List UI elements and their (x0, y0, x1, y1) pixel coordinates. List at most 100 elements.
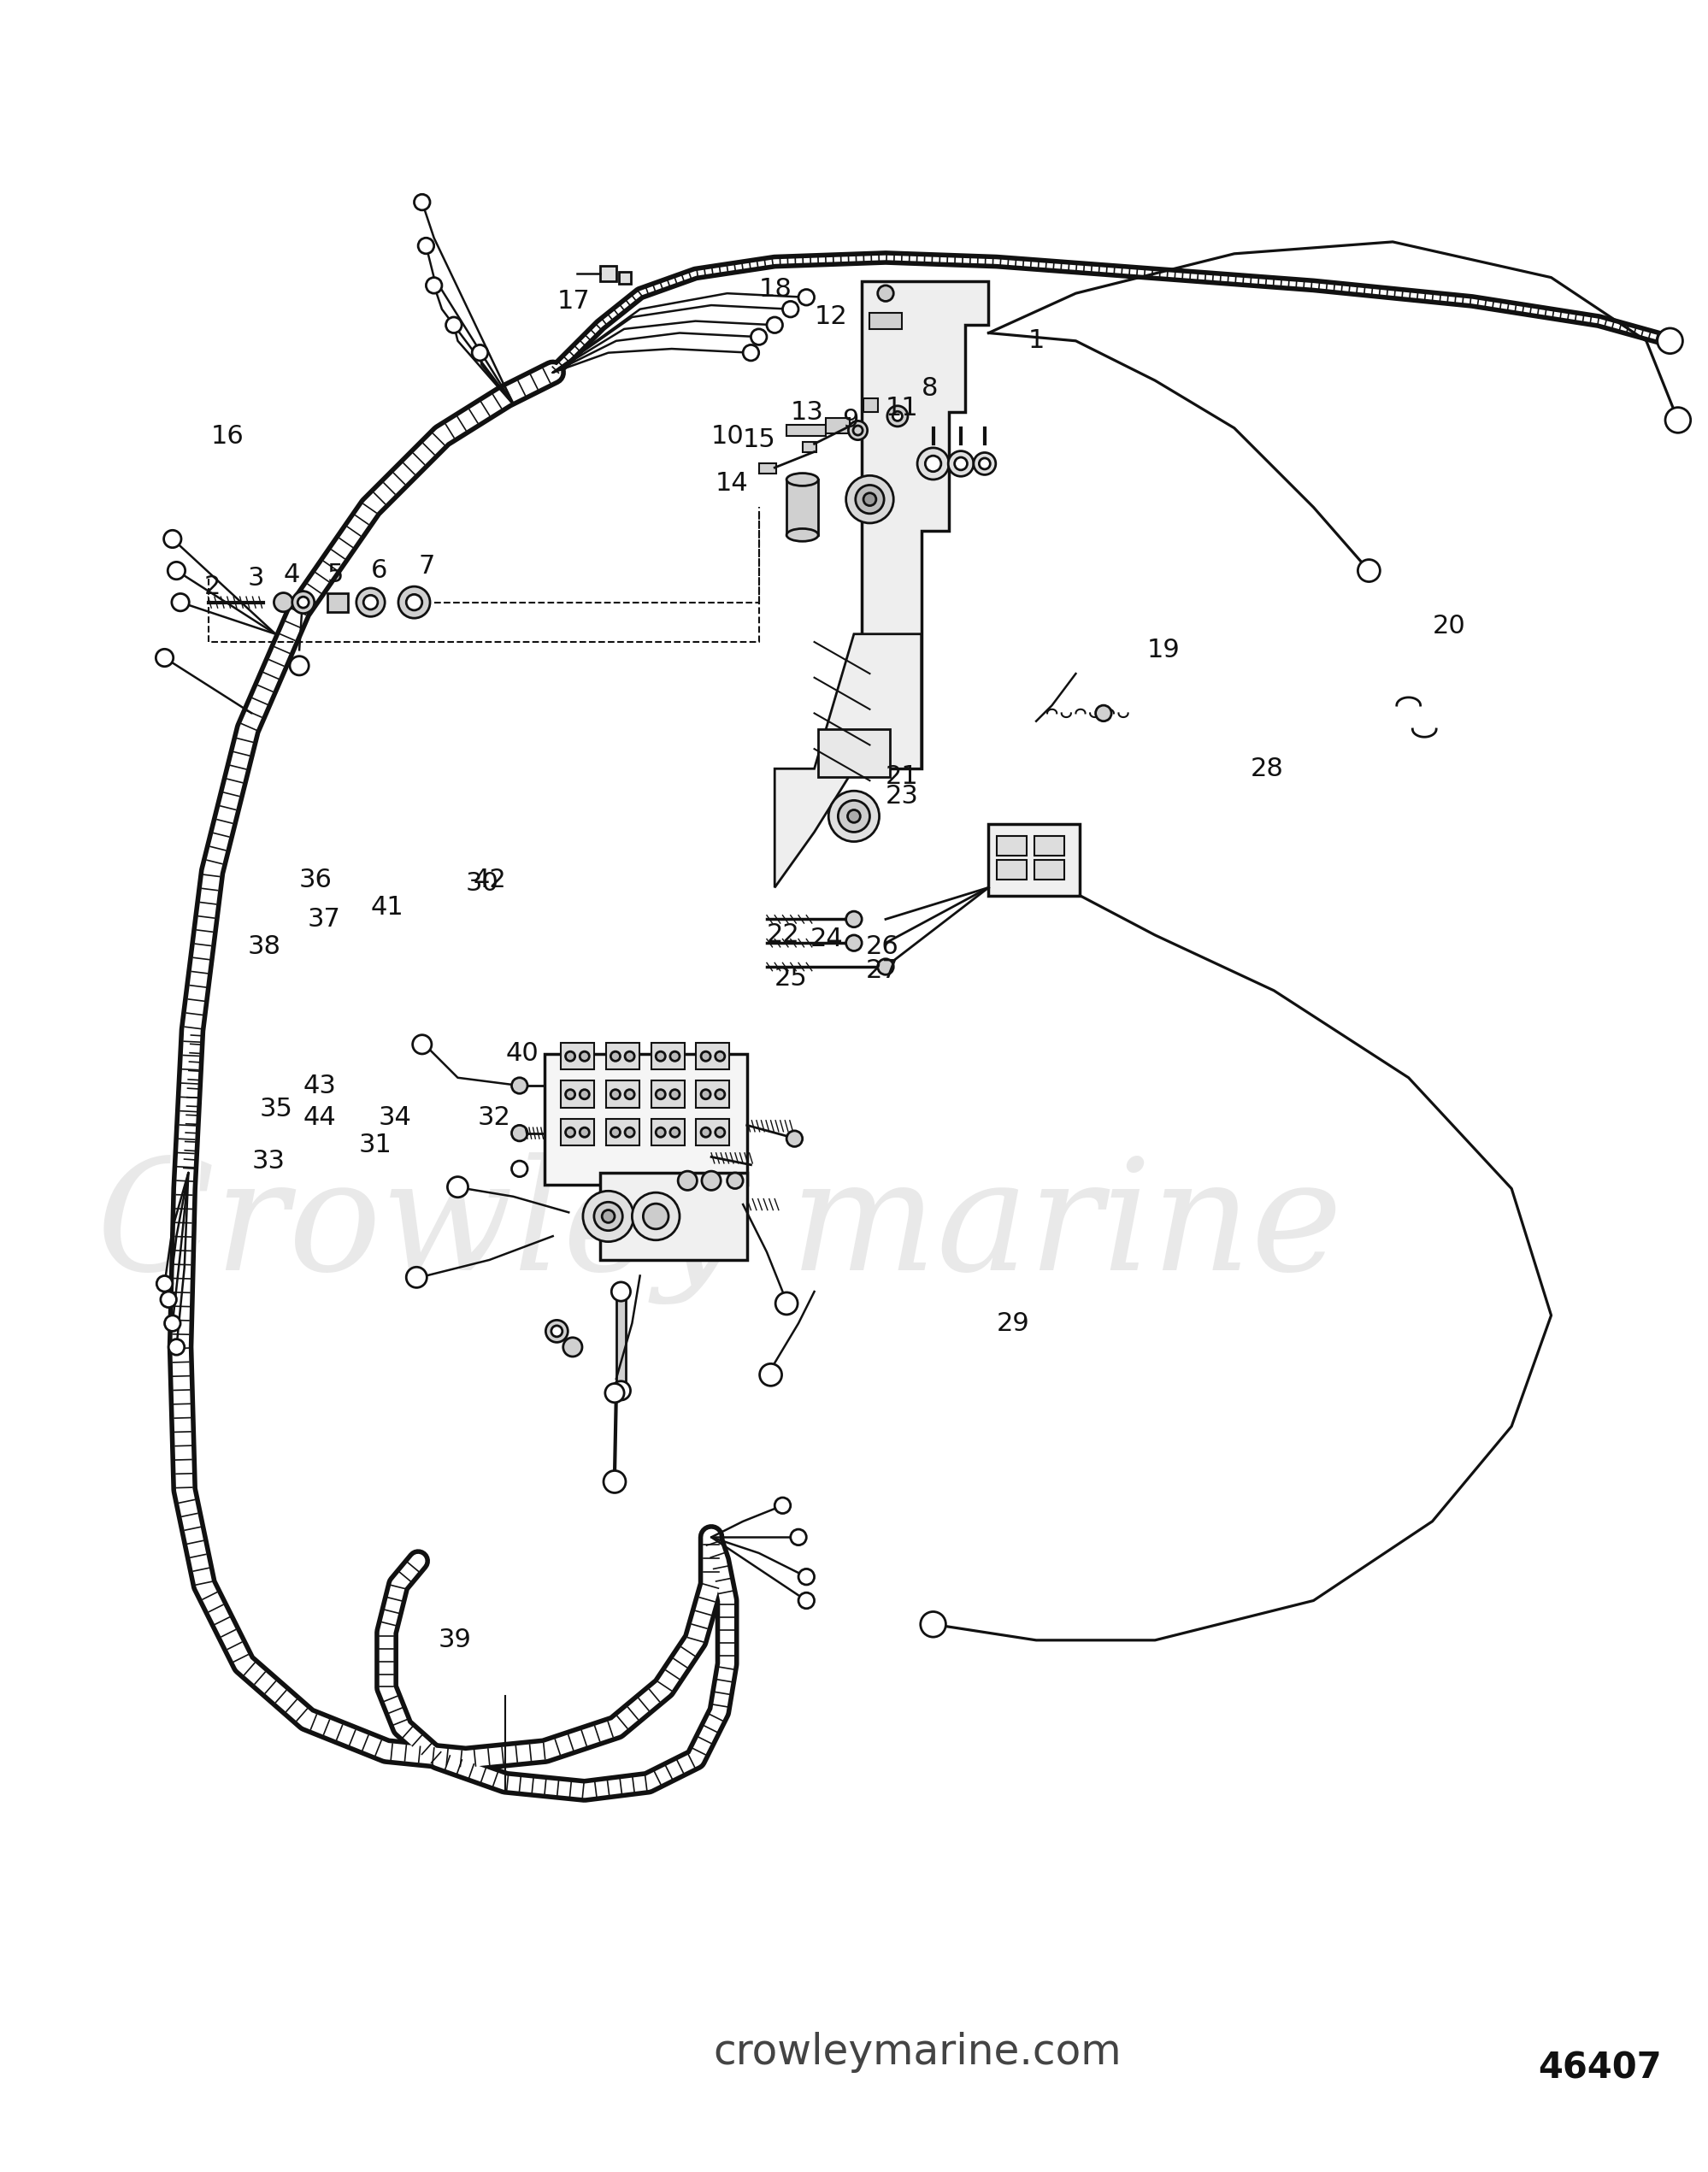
Text: 9: 9 (842, 408, 857, 432)
Circle shape (924, 456, 941, 471)
Circle shape (856, 484, 883, 513)
Text: 41: 41 (371, 895, 403, 919)
Text: 18: 18 (758, 278, 793, 302)
Circle shape (611, 1281, 630, 1301)
Circle shape (743, 345, 758, 361)
Bar (545, 1053, 746, 1184)
Circle shape (155, 649, 173, 667)
Text: 34: 34 (379, 1106, 412, 1129)
Circle shape (164, 530, 181, 547)
Circle shape (601, 1210, 615, 1223)
Circle shape (611, 1381, 630, 1401)
Circle shape (728, 1173, 743, 1188)
Circle shape (565, 1090, 574, 1099)
Bar (989, 823, 1079, 895)
Circle shape (545, 1321, 567, 1342)
Text: 35: 35 (260, 1097, 292, 1121)
Circle shape (798, 1592, 815, 1609)
Bar (606, 1119, 639, 1147)
Bar (996, 860, 1027, 880)
Text: 16: 16 (210, 424, 244, 447)
Bar (825, 417, 849, 434)
Circle shape (716, 1090, 724, 1099)
Circle shape (407, 1266, 427, 1288)
Text: 28: 28 (1250, 756, 1283, 782)
Circle shape (886, 406, 907, 426)
Circle shape (603, 1470, 625, 1492)
Bar (803, 443, 816, 452)
Circle shape (845, 476, 893, 523)
Circle shape (605, 1384, 623, 1403)
Circle shape (564, 1338, 582, 1358)
Bar (606, 1043, 639, 1071)
Circle shape (702, 1171, 721, 1190)
Bar (786, 480, 818, 534)
Polygon shape (861, 282, 989, 769)
Circle shape (847, 421, 868, 441)
Circle shape (656, 1090, 664, 1099)
Circle shape (412, 1034, 432, 1053)
Text: 37: 37 (307, 908, 340, 932)
Circle shape (565, 1051, 574, 1062)
Circle shape (955, 458, 967, 469)
Circle shape (511, 1077, 528, 1093)
Circle shape (878, 285, 893, 302)
Circle shape (471, 345, 487, 361)
Circle shape (670, 1127, 680, 1138)
Bar (618, 272, 630, 285)
Text: 32: 32 (477, 1106, 511, 1129)
Circle shape (760, 1364, 782, 1386)
Text: 7: 7 (418, 554, 434, 580)
Circle shape (845, 912, 861, 927)
Text: 36: 36 (299, 867, 333, 893)
Text: 1: 1 (1028, 328, 1044, 354)
Circle shape (917, 447, 948, 480)
Text: 15: 15 (743, 428, 775, 452)
Circle shape (678, 1171, 697, 1190)
Circle shape (845, 936, 861, 951)
Circle shape (750, 328, 767, 345)
Bar (695, 1082, 729, 1108)
Circle shape (511, 1160, 528, 1177)
Text: 27: 27 (866, 958, 898, 984)
Text: 17: 17 (557, 289, 589, 313)
Bar (818, 730, 890, 778)
Bar (758, 463, 775, 473)
Circle shape (1095, 706, 1110, 721)
Text: 40: 40 (506, 1043, 538, 1066)
Circle shape (579, 1090, 589, 1099)
Circle shape (610, 1090, 620, 1099)
Bar (1033, 836, 1064, 856)
Text: 5: 5 (326, 563, 343, 586)
Circle shape (413, 193, 430, 211)
Circle shape (290, 656, 309, 675)
Circle shape (828, 791, 880, 841)
Circle shape (625, 1090, 634, 1099)
Bar (560, 1043, 594, 1071)
Circle shape (161, 1292, 176, 1308)
Circle shape (169, 1340, 184, 1355)
Circle shape (921, 1612, 945, 1638)
Text: 6: 6 (371, 558, 388, 582)
Ellipse shape (786, 528, 818, 541)
Text: 39: 39 (437, 1627, 471, 1653)
Circle shape (1657, 328, 1682, 354)
Circle shape (670, 1090, 680, 1099)
Circle shape (625, 1127, 634, 1138)
Bar (617, 1292, 625, 1386)
Circle shape (798, 1568, 815, 1586)
Bar (651, 1082, 683, 1108)
Text: Crowley marine: Crowley marine (96, 1151, 1341, 1305)
Text: 29: 29 (996, 1312, 1030, 1336)
Text: 4: 4 (284, 563, 301, 586)
Circle shape (425, 278, 442, 293)
Circle shape (418, 239, 434, 254)
Bar (695, 1119, 729, 1147)
Text: 33: 33 (251, 1149, 285, 1173)
Text: 21: 21 (885, 765, 919, 788)
Text: 2: 2 (203, 573, 220, 599)
Circle shape (974, 452, 996, 476)
Circle shape (700, 1051, 711, 1062)
Circle shape (297, 597, 309, 608)
Circle shape (878, 958, 893, 975)
